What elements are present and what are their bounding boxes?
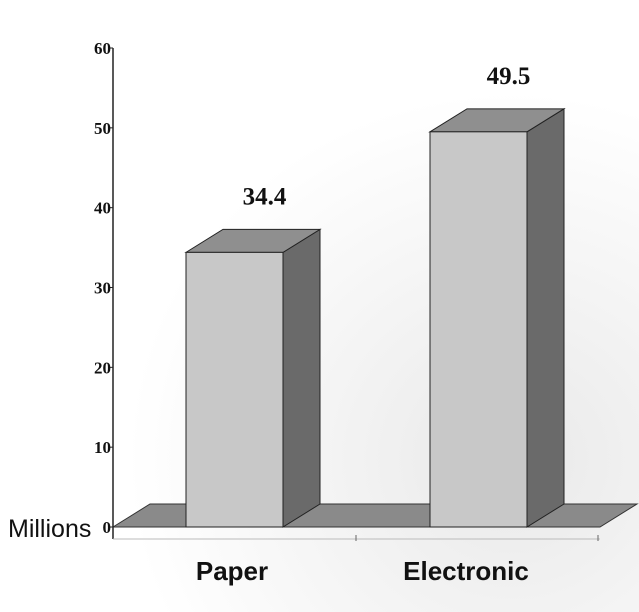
x-category-label: Electronic: [403, 556, 529, 586]
y-axis-unit-label: Millions: [8, 515, 91, 543]
x-category-label: Paper: [196, 556, 268, 586]
bar-paper: [184, 228, 322, 528]
bar-side-face: [526, 107, 565, 528]
bar-value-label: 34.4: [243, 183, 287, 210]
y-tick-label: 20: [94, 358, 111, 377]
bar-electronic: [428, 107, 566, 528]
bar-front-face: [185, 251, 284, 528]
bar-side-face: [282, 228, 321, 528]
y-tick-label: 0: [103, 518, 112, 537]
y-tick-label: 60: [94, 39, 111, 58]
y-tick-label: 10: [94, 438, 111, 457]
y-tick-label: 40: [94, 199, 111, 218]
y-tick-label: 30: [94, 279, 111, 298]
y-tick-label: 50: [94, 119, 111, 138]
bar-front-face: [429, 131, 528, 528]
bar-value-label: 49.5: [487, 63, 531, 90]
